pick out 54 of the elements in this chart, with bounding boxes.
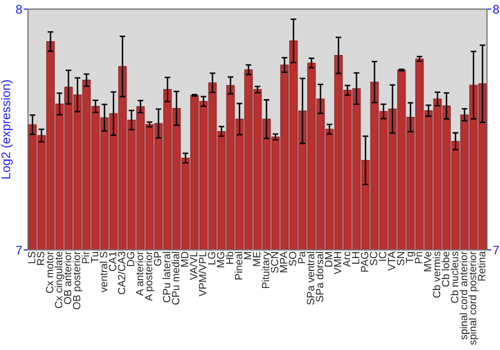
x-tick-label: MD (181, 252, 188, 267)
x-tick-label: Hb (226, 252, 234, 264)
x-tick-label: ventral S (100, 252, 108, 292)
x-tick-label: Cb lobe (442, 252, 450, 287)
x-tick-label: SCN (270, 252, 278, 273)
x-tick-label: SN (396, 252, 404, 266)
x-tick-label: SPa dorsal (316, 252, 324, 302)
x-tick-label: PAG (360, 252, 368, 272)
y2-tick-label: 8 (493, 4, 499, 14)
x-tick-label: MVe (424, 252, 432, 272)
x-tick-label: Cb vermis (432, 252, 440, 298)
x-tick-label: Pineal (234, 252, 242, 280)
x-tick-label: Tg (406, 252, 416, 264)
x-tick-label: A posterior (144, 251, 154, 302)
x-tick-label: Tu (91, 252, 98, 263)
x-tick-label: Pn (415, 252, 422, 264)
x-tick-label: M (244, 252, 252, 260)
y2-tick-label: 7 (493, 246, 499, 254)
x-tick-label: GP (154, 252, 162, 266)
x-tick-label: SC (370, 252, 378, 266)
x-tick-label: RS (36, 252, 44, 265)
y-axis-title: Log2 (expression) (1, 80, 13, 178)
x-tick-label: Cx motor (46, 251, 54, 294)
x-tick-label: A anterior (136, 251, 144, 296)
x-tick-label: Cb nucleus (450, 252, 458, 303)
x-tick-label: LS (28, 252, 36, 264)
x-tick-label: IC (378, 252, 386, 261)
x-tick-label: SO (288, 252, 296, 266)
x-tick-label: DG (126, 252, 134, 266)
x-tick-label: CPu lateral (162, 252, 170, 302)
x-tick-label: CA1 (108, 252, 116, 272)
x-tick-label: Pituitary (262, 251, 272, 288)
x-tick-label: spinal cord posterior (468, 251, 478, 345)
x-tick-label: MG (216, 252, 224, 268)
x-tick-label: spinal cord anterior (460, 251, 470, 340)
x-tick-label: LG (208, 252, 216, 264)
x-tick-label: Arc (343, 252, 350, 267)
x-tick-label: Cx cingulate (54, 252, 64, 308)
x-tick-label: VTA (388, 251, 396, 271)
x-tick-label: OB anterior (64, 251, 72, 304)
x-tick-label: DM (325, 252, 332, 267)
x-tick-label: VPM/VPL (198, 252, 206, 296)
x-tick-label: CA2/CA3 (118, 252, 126, 294)
x-tick-label: MPA (280, 251, 288, 272)
x-tick-label: CPu medial (172, 252, 180, 305)
x-tick-label: Pir (82, 251, 90, 264)
x-tick-label: Retina (478, 251, 486, 281)
x-tick-label: ME (253, 252, 260, 266)
x-tick-label: Pa (298, 251, 306, 264)
x-tick-label: OB posterior (72, 251, 82, 310)
x-tick-label: LH (352, 252, 360, 264)
x-tick-label: SPa ventral (306, 252, 314, 305)
x-tick-label: VA/VL (190, 252, 198, 280)
x-tick-label: VMH (334, 252, 342, 274)
